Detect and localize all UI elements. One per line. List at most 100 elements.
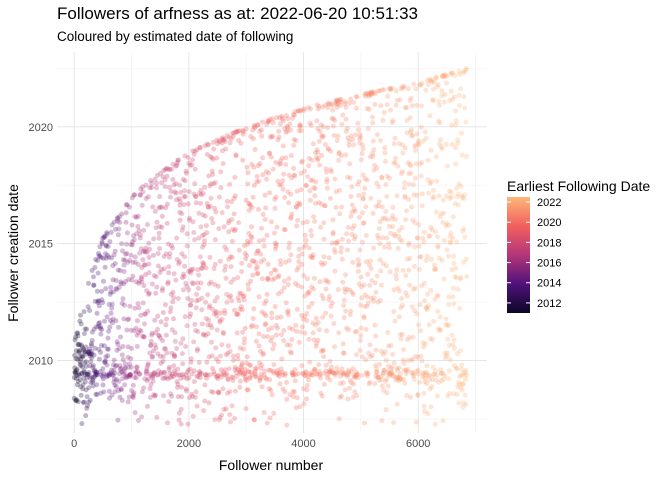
data-point bbox=[362, 93, 368, 99]
data-point bbox=[224, 292, 230, 297]
data-point bbox=[363, 327, 369, 332]
data-point bbox=[132, 254, 138, 260]
data-point bbox=[392, 231, 398, 237]
data-point bbox=[160, 354, 166, 359]
data-point bbox=[278, 158, 283, 164]
data-point bbox=[450, 285, 456, 291]
data-point bbox=[231, 211, 237, 217]
data-point bbox=[380, 261, 386, 267]
data-point bbox=[73, 375, 79, 381]
data-point bbox=[168, 166, 174, 172]
data-point bbox=[202, 238, 207, 244]
data-point bbox=[123, 210, 129, 216]
data-point bbox=[369, 353, 375, 358]
data-point bbox=[397, 237, 403, 242]
data-point bbox=[110, 277, 116, 283]
data-point bbox=[412, 220, 418, 226]
x-tick-label: 4000 bbox=[291, 438, 315, 450]
data-point bbox=[190, 219, 196, 225]
data-point bbox=[393, 88, 399, 94]
data-point bbox=[257, 128, 263, 134]
data-point bbox=[380, 370, 386, 376]
data-point bbox=[387, 86, 393, 92]
data-point bbox=[114, 216, 120, 222]
data-point bbox=[164, 316, 170, 322]
data-point bbox=[450, 96, 456, 102]
data-point bbox=[423, 305, 429, 311]
data-point bbox=[348, 214, 354, 219]
data-point bbox=[132, 214, 138, 220]
data-point bbox=[149, 332, 155, 338]
data-point bbox=[374, 366, 379, 372]
legend-color-bar bbox=[507, 197, 530, 313]
data-point bbox=[334, 138, 340, 143]
data-point bbox=[295, 283, 301, 288]
data-point bbox=[182, 194, 188, 199]
data-point bbox=[198, 280, 204, 286]
data-point bbox=[311, 286, 317, 292]
data-point bbox=[274, 315, 280, 321]
data-point bbox=[312, 218, 318, 224]
data-point bbox=[341, 315, 347, 321]
data-point bbox=[419, 191, 425, 197]
data-point bbox=[394, 401, 400, 407]
data-point bbox=[174, 257, 180, 262]
data-point bbox=[102, 251, 108, 257]
data-point bbox=[316, 138, 322, 144]
data-point bbox=[109, 367, 114, 373]
data-point bbox=[97, 320, 103, 326]
data-point bbox=[216, 138, 222, 144]
data-point bbox=[207, 372, 213, 378]
data-point bbox=[412, 175, 418, 181]
data-point bbox=[272, 276, 278, 281]
data-point bbox=[177, 259, 182, 265]
data-point bbox=[286, 240, 292, 246]
data-point bbox=[218, 169, 224, 175]
data-point bbox=[407, 162, 413, 167]
data-point bbox=[266, 170, 272, 176]
data-point bbox=[433, 266, 439, 272]
data-point bbox=[201, 242, 207, 248]
data-point bbox=[80, 364, 85, 370]
data-point bbox=[134, 344, 140, 349]
data-point bbox=[360, 220, 366, 226]
data-point bbox=[447, 196, 453, 201]
data-point bbox=[205, 142, 211, 148]
data-point bbox=[390, 224, 395, 230]
data-point bbox=[135, 262, 141, 267]
data-point bbox=[228, 374, 234, 380]
data-point bbox=[298, 108, 303, 114]
data-point bbox=[178, 406, 184, 412]
data-point bbox=[215, 389, 221, 395]
data-point bbox=[355, 257, 361, 263]
data-point bbox=[405, 357, 411, 363]
data-point bbox=[239, 360, 245, 366]
data-point bbox=[94, 288, 100, 294]
data-point bbox=[245, 181, 251, 187]
data-point bbox=[219, 136, 225, 142]
data-point bbox=[381, 110, 387, 115]
data-point bbox=[353, 105, 359, 111]
data-point bbox=[215, 373, 220, 379]
data-point bbox=[462, 372, 467, 378]
data-point bbox=[386, 343, 391, 349]
data-point bbox=[153, 290, 159, 296]
data-point bbox=[141, 227, 147, 233]
data-point bbox=[152, 208, 158, 214]
data-point bbox=[247, 375, 253, 381]
data-point bbox=[180, 372, 186, 378]
data-points bbox=[71, 66, 470, 428]
data-point bbox=[110, 289, 116, 295]
data-point bbox=[455, 286, 461, 292]
data-point bbox=[310, 141, 316, 147]
data-point bbox=[416, 266, 422, 272]
data-point bbox=[122, 361, 128, 367]
data-point bbox=[90, 378, 96, 383]
data-point bbox=[91, 352, 97, 358]
data-point bbox=[143, 182, 149, 188]
data-point bbox=[405, 337, 411, 343]
data-point bbox=[462, 234, 468, 240]
data-point bbox=[327, 369, 333, 374]
data-point bbox=[303, 237, 309, 243]
data-point bbox=[239, 307, 245, 313]
